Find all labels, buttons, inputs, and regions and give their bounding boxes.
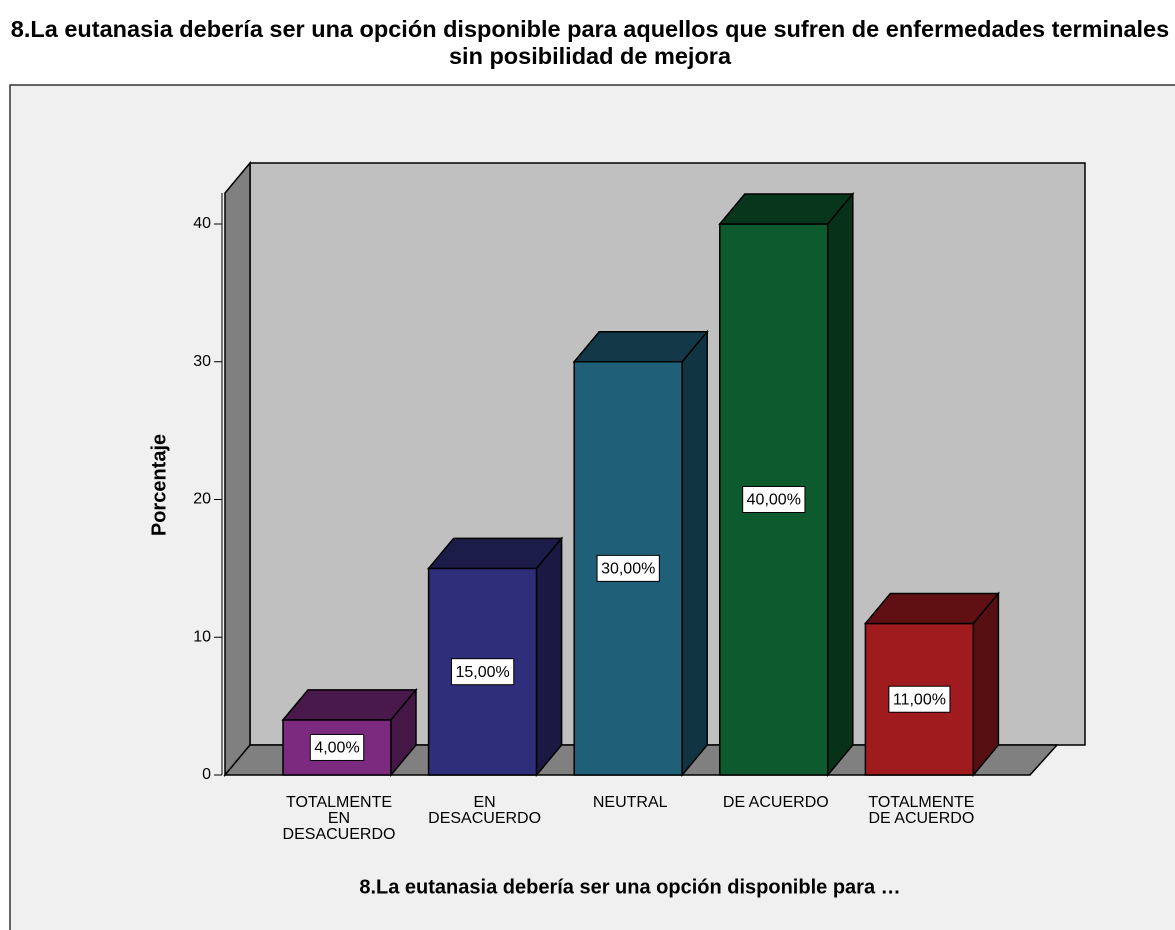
y-tick-label: 30 — [193, 353, 211, 370]
y-axis-title: Porcentaje — [148, 434, 170, 536]
x-tick-label: EN DESACUERDO — [428, 794, 542, 827]
x-axis-title: 8.La eutanasia debería ser una opción di… — [359, 876, 900, 898]
bar-side — [827, 191, 854, 778]
y-tick-label: 20 — [193, 491, 211, 508]
value-label: 4,00% — [314, 740, 359, 757]
x-tick-label: TOTALMENTE EN DESACUERDO — [282, 794, 396, 843]
bar-side — [390, 687, 417, 778]
x-tick-label: TOTALMENTE DE ACUERDO — [868, 794, 975, 827]
y-tick-label: 10 — [193, 628, 211, 645]
chart-title: 8.La eutanasia debería ser una opción di… — [10, 16, 1170, 69]
value-label-box — [888, 685, 951, 713]
x-tick-label: DE ACUERDO — [722, 794, 829, 811]
value-label-box — [742, 485, 806, 513]
x-tick-label: NEUTRAL — [592, 794, 668, 811]
value-label-box — [596, 554, 660, 582]
value-label: 15,00% — [455, 664, 509, 681]
left-wall — [224, 160, 251, 778]
bar-side — [972, 591, 1000, 778]
value-label: 11,00% — [893, 691, 946, 708]
value-label: 40,00% — [747, 492, 801, 509]
bar-side — [681, 329, 708, 778]
y-tick-label: 40 — [193, 215, 211, 232]
bar-side — [535, 536, 563, 778]
value-label-box — [309, 733, 365, 761]
value-label-box — [450, 658, 515, 686]
y-tick-label: 0 — [202, 766, 211, 783]
bar — [573, 360, 683, 776]
value-label: 30,00% — [601, 561, 655, 578]
